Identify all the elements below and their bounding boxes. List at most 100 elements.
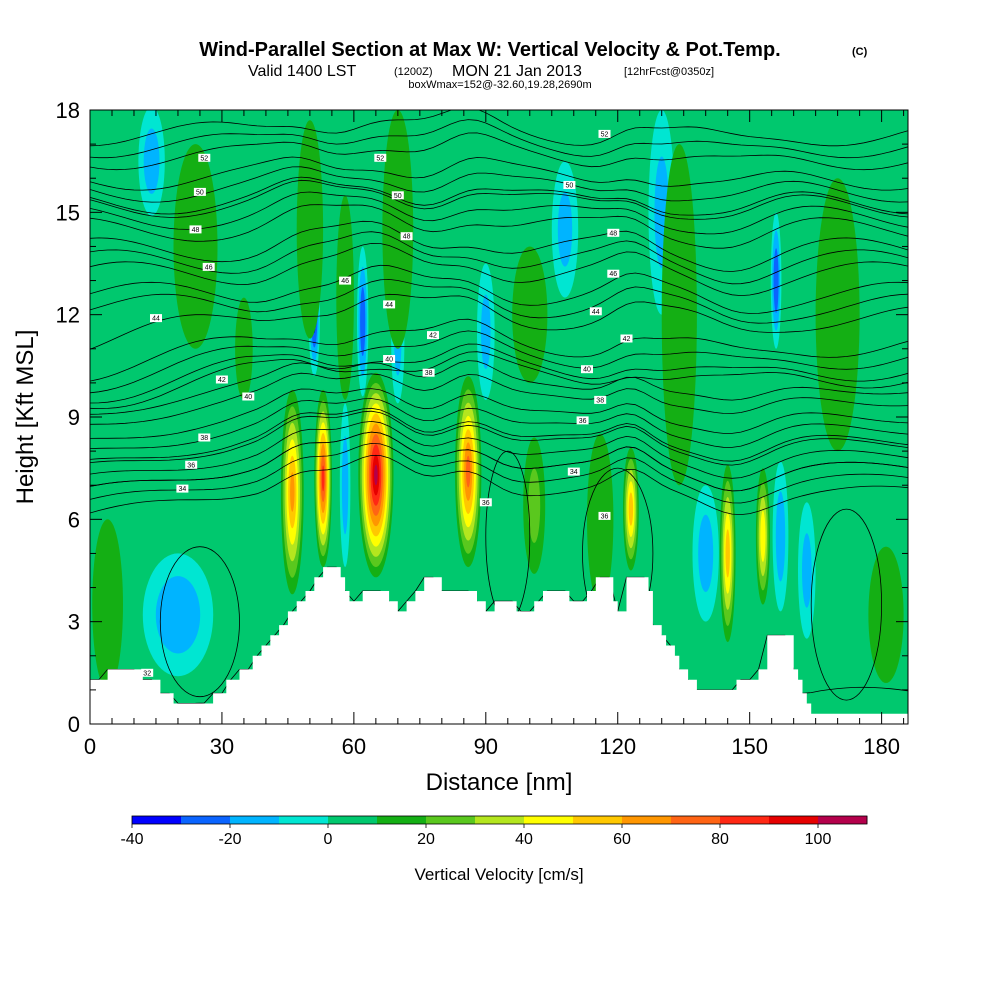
theta-isentrope	[90, 388, 908, 462]
theta-label-text: 40	[583, 367, 591, 374]
theta-label: 52	[374, 153, 387, 162]
y-tick-label: 15	[56, 200, 80, 225]
theta-line	[90, 278, 908, 324]
colorbar-tick-label: -20	[218, 831, 241, 848]
theta-label: 48	[400, 232, 413, 241]
theta-label-bg	[479, 498, 492, 507]
updraft-band	[661, 144, 697, 486]
updraft-cell	[382, 110, 414, 349]
theta-label-bg	[202, 262, 215, 271]
theta-contours	[90, 110, 908, 704]
downdraft-band	[698, 514, 714, 593]
theta-line	[90, 343, 908, 404]
theta-label-bg	[383, 355, 396, 363]
updraft-band	[760, 510, 766, 562]
colorbar-swatch	[426, 816, 476, 824]
theta-isentrope	[90, 220, 908, 297]
downdraft-band	[341, 436, 349, 535]
theta-label-text: 42	[429, 333, 437, 340]
theta-label-bg	[607, 228, 620, 237]
theta-label: 52	[198, 153, 211, 162]
theta-label-bg	[339, 276, 352, 285]
colorbar-swatch	[524, 816, 574, 824]
theta-line	[90, 420, 908, 479]
theta-label-text: 34	[179, 486, 187, 493]
theta-label-text: 52	[376, 155, 384, 162]
theta-isentrope	[90, 351, 908, 425]
updraft-band	[382, 110, 414, 349]
theta-label-text: 40	[385, 357, 393, 364]
theta-label-bg	[598, 511, 611, 520]
downdraft-band	[802, 533, 812, 608]
theta-label-bg	[185, 460, 198, 469]
colorbar-tick-label: 100	[805, 831, 832, 848]
theta-line	[90, 407, 908, 462]
theta-label: 36	[479, 498, 492, 507]
theta-label-bg	[215, 375, 228, 384]
theta-label-text: 46	[205, 264, 213, 271]
theta-label: 48	[607, 228, 620, 237]
colorbar-tick-label: 60	[613, 831, 631, 848]
theta-label: 34	[567, 467, 580, 476]
terrain-fill	[90, 567, 908, 724]
theta-label-bg	[198, 153, 211, 162]
theta-line	[90, 360, 908, 415]
theta-label-bg	[576, 416, 589, 425]
theta-label-text: 36	[579, 418, 587, 425]
y-tick-label: 6	[68, 507, 80, 532]
x-tick-label: 180	[863, 734, 900, 759]
theta-label-bg	[198, 433, 211, 442]
theta-label-bg	[563, 181, 576, 189]
updraft-band	[336, 195, 354, 400]
updraft-band	[374, 464, 378, 486]
updraft-band	[528, 468, 541, 543]
x-tick-label: 30	[210, 734, 234, 759]
theta-label-text: 52	[601, 131, 609, 138]
updraft-band	[725, 529, 730, 578]
theta-line	[90, 431, 908, 492]
theta-line	[90, 372, 908, 425]
theta-line	[90, 119, 908, 159]
colorbar-swatch	[818, 816, 868, 824]
theta-isentrope	[90, 179, 908, 249]
theta-label: 38	[422, 368, 435, 377]
x-axis-title: Distance [nm]	[426, 769, 573, 796]
updraft-band	[290, 472, 295, 512]
box-info: boxWmax=152@-32.60,19.28,2690m	[408, 79, 591, 91]
updraft-cell	[719, 464, 736, 643]
theta-label: 50	[563, 181, 576, 190]
colorbar-swatch	[573, 816, 623, 824]
theta-label-bg	[567, 467, 580, 476]
y-tick-label: 18	[56, 98, 80, 123]
theta-loop	[810, 508, 883, 701]
colorbar-frame	[131, 815, 868, 825]
updraft-band	[321, 465, 325, 492]
theta-isentrope	[90, 264, 908, 350]
theta-label: 50	[193, 187, 206, 196]
theta-line	[90, 110, 908, 147]
theta-label-bg	[242, 392, 255, 401]
theta-label: 42	[215, 375, 228, 384]
theta-line	[90, 318, 908, 382]
theta-label-text: 44	[385, 302, 393, 309]
y-tick-label: 12	[56, 303, 80, 328]
colorbar-tick-label: -40	[120, 831, 143, 848]
downdraft-cell	[770, 212, 782, 349]
theta-isentrope	[90, 318, 908, 404]
colorbar-tick-label: 40	[515, 831, 533, 848]
theta-label-text: 44	[152, 316, 160, 323]
theta-isentrope	[90, 110, 908, 171]
theta-label-bg	[400, 232, 413, 241]
x-axis: 0 30 60 90 120 150 180	[84, 110, 905, 759]
theta-label-text: 50	[566, 183, 574, 190]
theta-line	[90, 132, 908, 171]
theta-label-text: 32	[143, 670, 151, 677]
y-tick-label: 9	[68, 405, 80, 430]
theta-label: 46	[202, 262, 215, 271]
theta-label-bg	[594, 395, 607, 404]
theta-label-bg	[391, 191, 404, 200]
theta-label-bg	[141, 668, 154, 677]
theta-label-bg	[189, 225, 202, 234]
colorbar-swatch	[769, 816, 819, 824]
